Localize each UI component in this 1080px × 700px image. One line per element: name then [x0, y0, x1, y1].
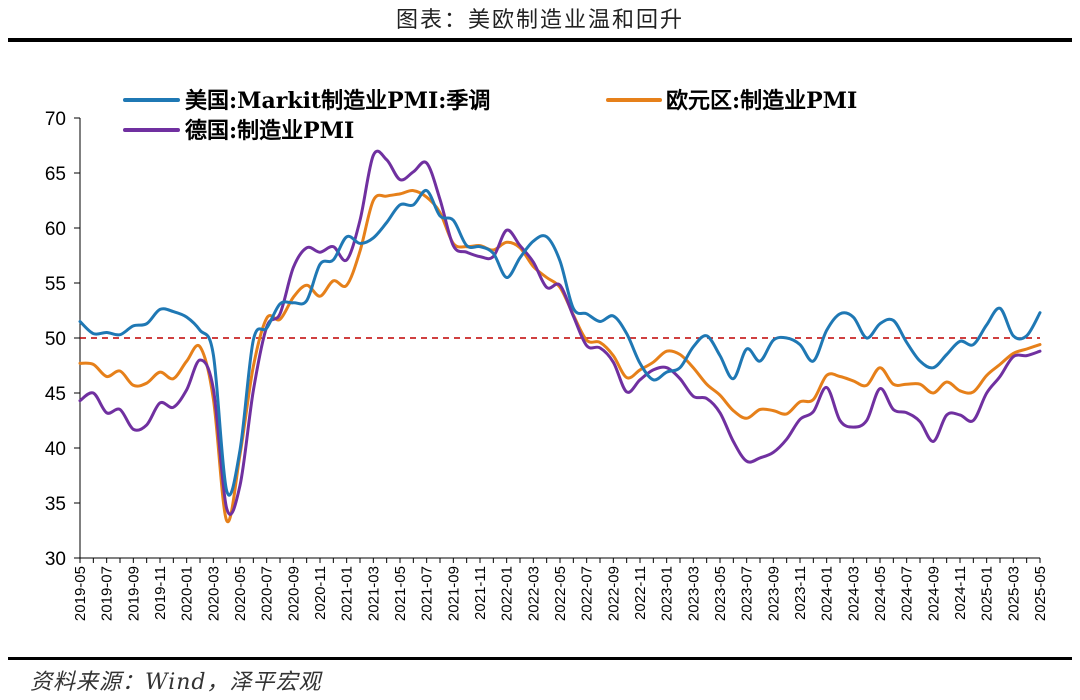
bottom-rule	[8, 657, 1072, 660]
x-tick-label: 2022-11	[632, 566, 649, 620]
x-tick-label: 2021-07	[419, 566, 436, 621]
series-lines	[78, 149, 1042, 524]
y-tick-label: 50	[45, 329, 66, 350]
x-tick-label: 2022-03	[525, 566, 542, 621]
x-tick-label: 2023-09	[765, 566, 782, 621]
x-tick-label: 2024-11	[952, 566, 969, 620]
x-tick-label: 2021-03	[365, 566, 382, 621]
x-tick-label: 2022-01	[499, 566, 516, 621]
x-tick-label: 2020-05	[232, 566, 249, 621]
legend: 美国:Markit制造业PMI:季调 欧元区:制造业PMI 德国:制造业PMI	[123, 88, 857, 144]
x-tick-label: 2021-11	[472, 566, 489, 620]
x-tick-label: 2021-01	[339, 566, 356, 621]
axes: 30 35 40 45 50 55 60 65 70 2019-05 2019-07 2019-09 2…	[45, 109, 1049, 621]
chart-title: 图表：美欧制造业温和回升	[395, 8, 684, 33]
x-tick-label: 2023-05	[712, 566, 729, 621]
x-tick-label: 2024-05	[872, 566, 889, 621]
x-tick-label: 2023-07	[739, 566, 756, 621]
x-tick-label: 2019-07	[99, 566, 116, 621]
y-tick-label: 70	[45, 109, 66, 130]
x-tick-label: 2021-05	[392, 566, 409, 621]
y-tick-label: 30	[45, 549, 66, 570]
x-tick-label: 2019-11	[152, 566, 169, 620]
x-tick-label: 2020-03	[205, 566, 222, 621]
y-tick-label: 55	[45, 274, 66, 295]
y-tick-label: 60	[45, 219, 66, 240]
x-tick-label: 2020-01	[179, 566, 196, 621]
x-tick-label: 2023-01	[659, 566, 676, 621]
x-tick-label: 2019-09	[125, 566, 142, 621]
x-tick-label: 2021-09	[445, 566, 462, 621]
x-tick-label: 2024-01	[819, 566, 836, 621]
x-tick-label: 2025-03	[1005, 566, 1022, 621]
x-tick-label: 2025-05	[1032, 566, 1049, 621]
y-tick-label: 40	[45, 439, 66, 460]
x-tick-label: 2020-11	[312, 566, 329, 620]
pmi-line-chart: 30 35 40 45 50 55 60 65 70 2019-05 2019-07 2019-09 2…	[45, 88, 1049, 621]
y-tick-label: 35	[45, 494, 66, 515]
x-tick-label: 2025-01	[979, 566, 996, 621]
top-rule	[8, 38, 1072, 42]
series-line-eu	[78, 189, 1042, 524]
x-tick-label: 2020-07	[259, 566, 276, 621]
x-tick-label: 2020-09	[285, 566, 302, 621]
y-tick-label: 45	[45, 384, 66, 405]
legend-label-eu: 欧元区:制造业PMI	[666, 88, 857, 114]
x-tick-label: 2024-07	[899, 566, 916, 621]
x-tick-label: 2022-07	[579, 566, 596, 621]
x-tick-label: 2023-03	[685, 566, 702, 621]
x-tick-label: 2019-05	[72, 566, 89, 621]
x-tick-label: 2023-11	[792, 566, 809, 620]
legend-label-us: 美国:Markit制造业PMI:季调	[185, 88, 490, 114]
x-tick-label: 2022-09	[605, 566, 622, 621]
x-tick-label: 2022-05	[552, 566, 569, 621]
y-tick-label: 65	[45, 164, 66, 185]
x-tick-label: 2024-09	[925, 566, 942, 621]
x-tick-label: 2024-03	[845, 566, 862, 621]
series-line-us	[78, 189, 1042, 497]
series-line-de	[78, 149, 1042, 516]
source-note: 资料来源：Wind，泽平宏观	[30, 670, 322, 695]
legend-label-de: 德国:制造业PMI	[185, 118, 354, 144]
